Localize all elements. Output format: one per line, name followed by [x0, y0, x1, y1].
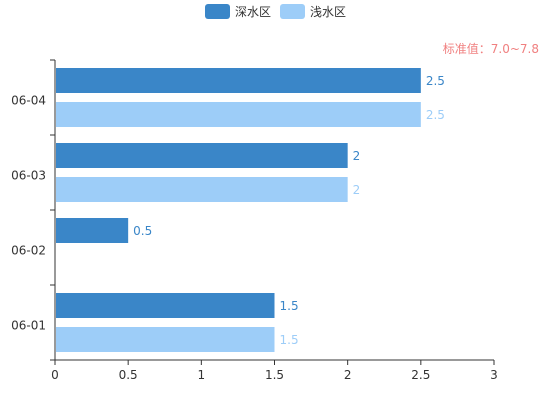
x-tick-label: 1 — [198, 368, 206, 382]
x-tick-label: 3 — [490, 368, 498, 382]
data-label: 2 — [353, 149, 361, 163]
x-tick-label: 2 — [344, 368, 352, 382]
y-tick-label: 06-01 — [11, 319, 46, 333]
axes: 0 0.5 1 1.5 2 2.5 3 06-01 06-02 06-03 06-04 — [11, 59, 498, 382]
legend-label-2: 浅水区 — [310, 5, 346, 19]
legend-swatch-2 — [280, 4, 305, 19]
x-tick-label: 0.5 — [119, 368, 138, 382]
bars — [56, 68, 421, 352]
standard-value-annotation: 标准值：7.0~7.8 — [443, 41, 539, 56]
y-tick-label: 06-04 — [11, 94, 46, 108]
x-tick-label: 1.5 — [265, 368, 284, 382]
data-label: 1.5 — [280, 333, 299, 347]
bar-2-06-01 — [56, 327, 275, 352]
legend-swatch-1 — [205, 4, 230, 19]
data-label: 1.5 — [280, 299, 299, 313]
data-label: 0.5 — [133, 224, 152, 238]
data-labels: 1.5 1.5 0.5 2 2 2.5 2.5 — [133, 74, 445, 347]
data-label: 2 — [353, 183, 361, 197]
bar-1-06-02 — [56, 218, 129, 243]
y-tick-label: 06-02 — [11, 244, 46, 258]
data-label: 2.5 — [426, 74, 445, 88]
bar-2-06-03 — [56, 177, 348, 202]
legend-label-1: 深水区 — [235, 5, 271, 19]
data-label: 2.5 — [426, 108, 445, 122]
bar-2-06-04 — [56, 102, 421, 127]
legend: 深水区 浅水区 — [205, 4, 346, 19]
bar-1-06-04 — [56, 68, 421, 93]
y-tick-label: 06-03 — [11, 169, 46, 183]
bar-1-06-03 — [56, 143, 348, 168]
x-tick-label: 2.5 — [411, 368, 430, 382]
bar-1-06-01 — [56, 293, 275, 318]
x-tick-label: 0 — [51, 368, 59, 382]
